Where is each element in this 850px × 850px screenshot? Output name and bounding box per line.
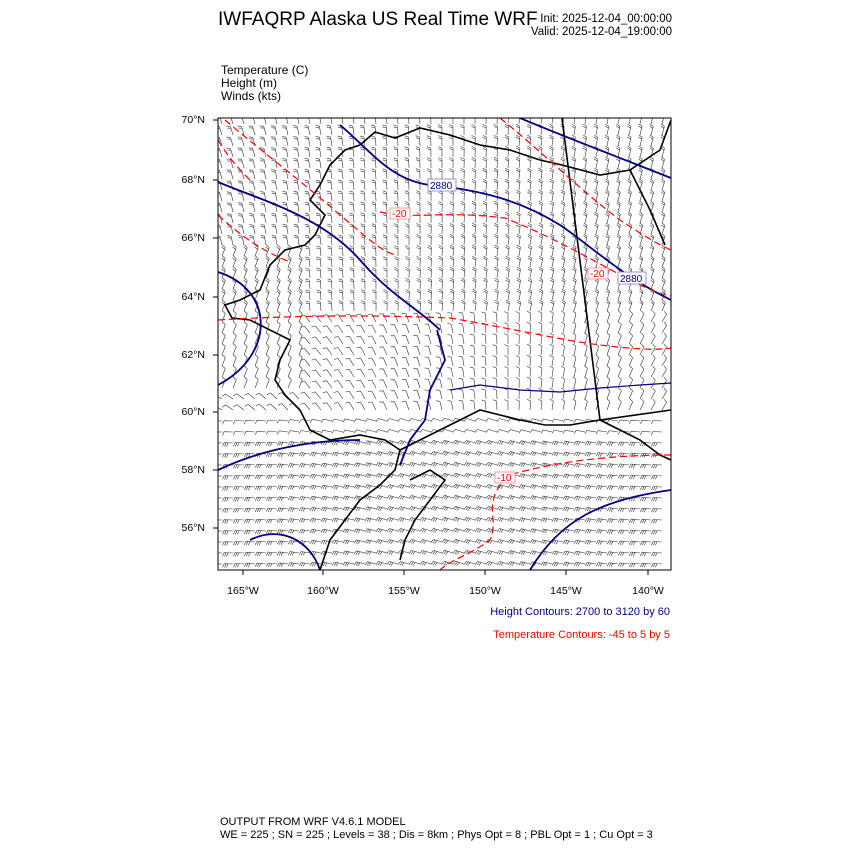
lat-label: 68°N xyxy=(181,174,205,186)
lon-label: 150°W xyxy=(469,585,501,597)
height-label: 2880 xyxy=(620,274,643,285)
lat-label: 70°N xyxy=(181,114,205,126)
height-contour-legend: Height Contours: 2700 to 3120 by 60 xyxy=(490,606,670,618)
height-contours xyxy=(218,118,671,570)
field-height: Height (m) xyxy=(221,76,278,90)
footer-model: OUTPUT FROM WRF V4.6.1 MODEL xyxy=(220,816,406,828)
lat-label: 60°N xyxy=(181,406,205,418)
contour-labels: 2880 2880 -20 -20 -10 xyxy=(389,178,647,484)
lat-label: 62°N xyxy=(181,349,205,361)
lat-label: 56°N xyxy=(181,522,205,534)
temperature-label: -20 xyxy=(392,209,407,220)
axis-ticks xyxy=(213,119,649,575)
lon-label: 140°W xyxy=(632,585,664,597)
field-temperature: Temperature (C) xyxy=(221,63,309,77)
lon-label: 145°W xyxy=(550,585,582,597)
temperature-contours xyxy=(218,118,671,570)
temperature-label: -20 xyxy=(590,269,605,280)
coastline xyxy=(223,118,671,570)
temperature-label: -10 xyxy=(497,473,512,484)
footer-config: WE = 225 ; SN = 225 ; Levels = 38 ; Dis … xyxy=(220,829,653,841)
init-time: Init: 2025-12-04_00:00:00 xyxy=(540,13,672,25)
lon-label: 155°W xyxy=(388,585,420,597)
lat-label: 64°N xyxy=(181,291,205,303)
lon-label: 160°W xyxy=(307,585,339,597)
lon-label: 165°W xyxy=(227,585,259,597)
lat-label: 58°N xyxy=(181,464,205,476)
field-winds: Winds (kts) xyxy=(221,89,281,103)
lat-label: 66°N xyxy=(181,232,205,244)
valid-time: Valid: 2025-12-04_19:00:00 xyxy=(530,26,672,38)
temperature-contour-legend: Temperature Contours: -45 to 5 by 5 xyxy=(493,629,670,641)
map-frame xyxy=(217,117,672,571)
chart-title: IWFAQRP Alaska US Real Time WRF xyxy=(218,9,538,30)
height-label: 2880 xyxy=(430,181,453,192)
